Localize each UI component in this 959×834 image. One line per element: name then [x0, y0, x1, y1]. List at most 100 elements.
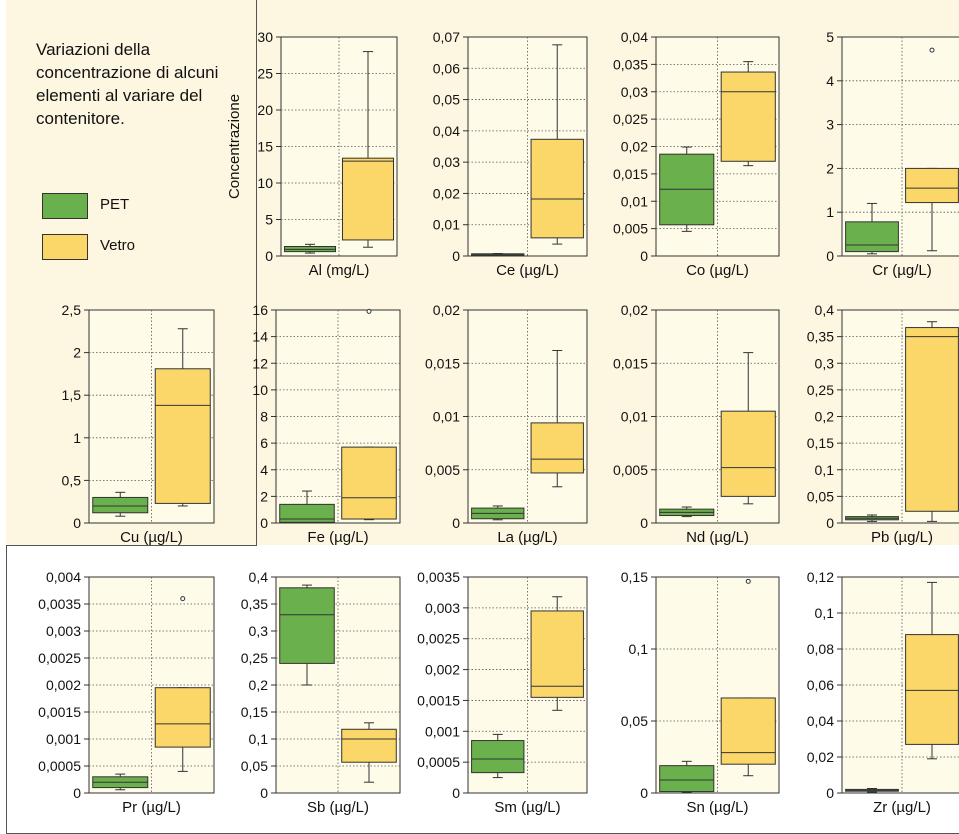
box-pet — [279, 503, 335, 523]
y-tick-label: 0 — [452, 248, 460, 264]
box-vetro — [530, 422, 584, 474]
x-axis-label: Pr (µg/L) — [122, 799, 181, 816]
y-tick-label: 2,5 — [62, 302, 82, 318]
box-vetro — [905, 634, 959, 745]
y-tick-label: 0,1 — [815, 462, 835, 478]
box-vetro — [154, 687, 211, 748]
y-tick-label: 0,05 — [807, 488, 834, 504]
box-vetro — [530, 610, 584, 698]
outlier-point — [366, 308, 372, 314]
box-pet — [845, 221, 899, 253]
box-pet — [471, 740, 525, 774]
outlier-point — [929, 47, 935, 53]
chart-panel: 0 0,005 0,01 0,015 0,02 La (µg/L) — [425, 302, 588, 546]
y-tick-label: 0,035 — [613, 56, 648, 72]
y-tick-label: 15 — [257, 139, 273, 155]
chart-panel: 0 1 2 3 4 5 Cr (µg/L) — [826, 29, 959, 279]
y-tick-label: 0,0015 — [417, 692, 460, 708]
y-tick-label: 0,04 — [807, 713, 834, 729]
y-tick-label: 0,05 — [433, 92, 460, 108]
y-tick-label: 4 — [260, 462, 268, 478]
box-pet — [92, 496, 149, 514]
y-tick-label: 2 — [260, 488, 268, 504]
y-tick-label: 0,3 — [249, 623, 269, 639]
y-tick-label: 2 — [73, 345, 81, 361]
x-axis-label: Cr (µg/L) — [872, 262, 931, 279]
y-tick-label: 0,4 — [815, 302, 835, 318]
y-tick-label: 5 — [265, 212, 273, 228]
chart-panel: 0 0,005 0,01 0,015 0,02 0,025 0,03 0,035 0,04 Co … — [613, 29, 780, 279]
y-tick-label: 0,02 — [807, 749, 834, 765]
y-tick-label: 0,005 — [613, 221, 648, 237]
y-tick-label: 0,0005 — [417, 754, 460, 770]
y-tick-label: 0,05 — [241, 758, 268, 774]
y-tick-label: 0,01 — [433, 409, 460, 425]
y-tick-label: 0,04 — [433, 123, 460, 139]
y-tick-label: 0,003 — [425, 600, 460, 616]
y-tick-label: 0,0015 — [38, 704, 81, 720]
y-tick-label: 0,02 — [621, 302, 648, 318]
y-tick-label: 3 — [826, 117, 834, 133]
chart-panel: 0 0,01 0,02 0,03 0,04 0,05 0,06 0,07 Ce (µg/L) — [433, 29, 588, 279]
y-tick-label: 5 — [826, 29, 834, 45]
y-tick-label: 0,015 — [425, 355, 460, 371]
y-tick-label: 0,2 — [815, 409, 835, 425]
y-tick-label: 0,025 — [613, 111, 648, 127]
plot-area — [841, 36, 959, 257]
chart-panel: 0 5 10 15 20 25 30 Al (mg/L) — [257, 29, 398, 279]
legend-swatch-pet — [42, 193, 88, 219]
x-axis-label: Fe (µg/L) — [307, 529, 368, 546]
y-tick-label: 0,01 — [621, 409, 648, 425]
legend-label-vetro: Vetro — [100, 237, 136, 254]
y-tick-label: 0,004 — [46, 569, 81, 585]
y-tick-label: 0,0025 — [38, 650, 81, 666]
y-tick-label: 4 — [826, 73, 834, 89]
y-tick-label: 0,015 — [613, 355, 648, 371]
y-tick-label: 0,15 — [807, 435, 834, 451]
y-tick-label: 25 — [257, 66, 273, 82]
y-tick-label: 0 — [452, 785, 460, 801]
y-tick-label: 0 — [826, 785, 834, 801]
y-tick-label: 20 — [257, 102, 273, 118]
y-tick-label: 0 — [640, 248, 648, 264]
y-tick-label: 0 — [826, 515, 834, 531]
y-tick-label: 0,1 — [629, 641, 649, 657]
chart-panel: 0 0,0005 0,001 0,0015 0,002 0,0025 0,003 0,0035… — [38, 569, 215, 816]
y-tick-label: 0,005 — [613, 462, 648, 478]
box-vetro — [720, 697, 776, 765]
box-vetro — [905, 167, 959, 204]
y-tick-label: 0,001 — [46, 731, 81, 747]
y-tick-label: 6 — [260, 435, 268, 451]
y-tick-label: 0,3 — [815, 355, 835, 371]
legend-swatch-vetro — [42, 234, 88, 260]
x-axis-label: Sb (µg/L) — [307, 799, 369, 816]
y-tick-label: 0 — [826, 248, 834, 264]
y-tick-label: 0 — [73, 515, 81, 531]
y-tick-label: 0,01 — [433, 217, 460, 233]
y-axis-label: Concentrazione — [226, 94, 243, 199]
legend-label-pet: PET — [100, 196, 130, 213]
chart-panel: 0 2 4 6 8 10 12 14 16 Fe (µg/L) — [252, 302, 401, 546]
x-axis-label: Co (µg/L) — [686, 262, 749, 279]
y-tick-label: 0,06 — [807, 677, 834, 693]
y-tick-label: 12 — [252, 355, 268, 371]
y-tick-label: 0,03 — [433, 154, 460, 170]
y-tick-label: 0,4 — [249, 569, 269, 585]
y-tick-label: 0,1 — [249, 731, 269, 747]
y-tick-label: 0 — [640, 785, 648, 801]
y-tick-label: 14 — [252, 329, 268, 345]
box-vetro — [154, 368, 211, 504]
y-tick-label: 1,5 — [62, 387, 82, 403]
y-tick-label: 0,005 — [425, 462, 460, 478]
y-tick-label: 0,02 — [433, 302, 460, 318]
y-tick-label: 0,15 — [621, 569, 648, 585]
y-tick-label: 0,06 — [433, 60, 460, 76]
y-tick-label: 0 — [73, 785, 81, 801]
outlier-point — [180, 596, 186, 602]
y-tick-label: 0,07 — [433, 29, 460, 45]
x-axis-label: Zr (µg/L) — [873, 799, 931, 816]
y-tick-label: 10 — [252, 382, 268, 398]
y-tick-label: 0,0035 — [38, 596, 81, 612]
y-tick-label: 0,003 — [46, 623, 81, 639]
